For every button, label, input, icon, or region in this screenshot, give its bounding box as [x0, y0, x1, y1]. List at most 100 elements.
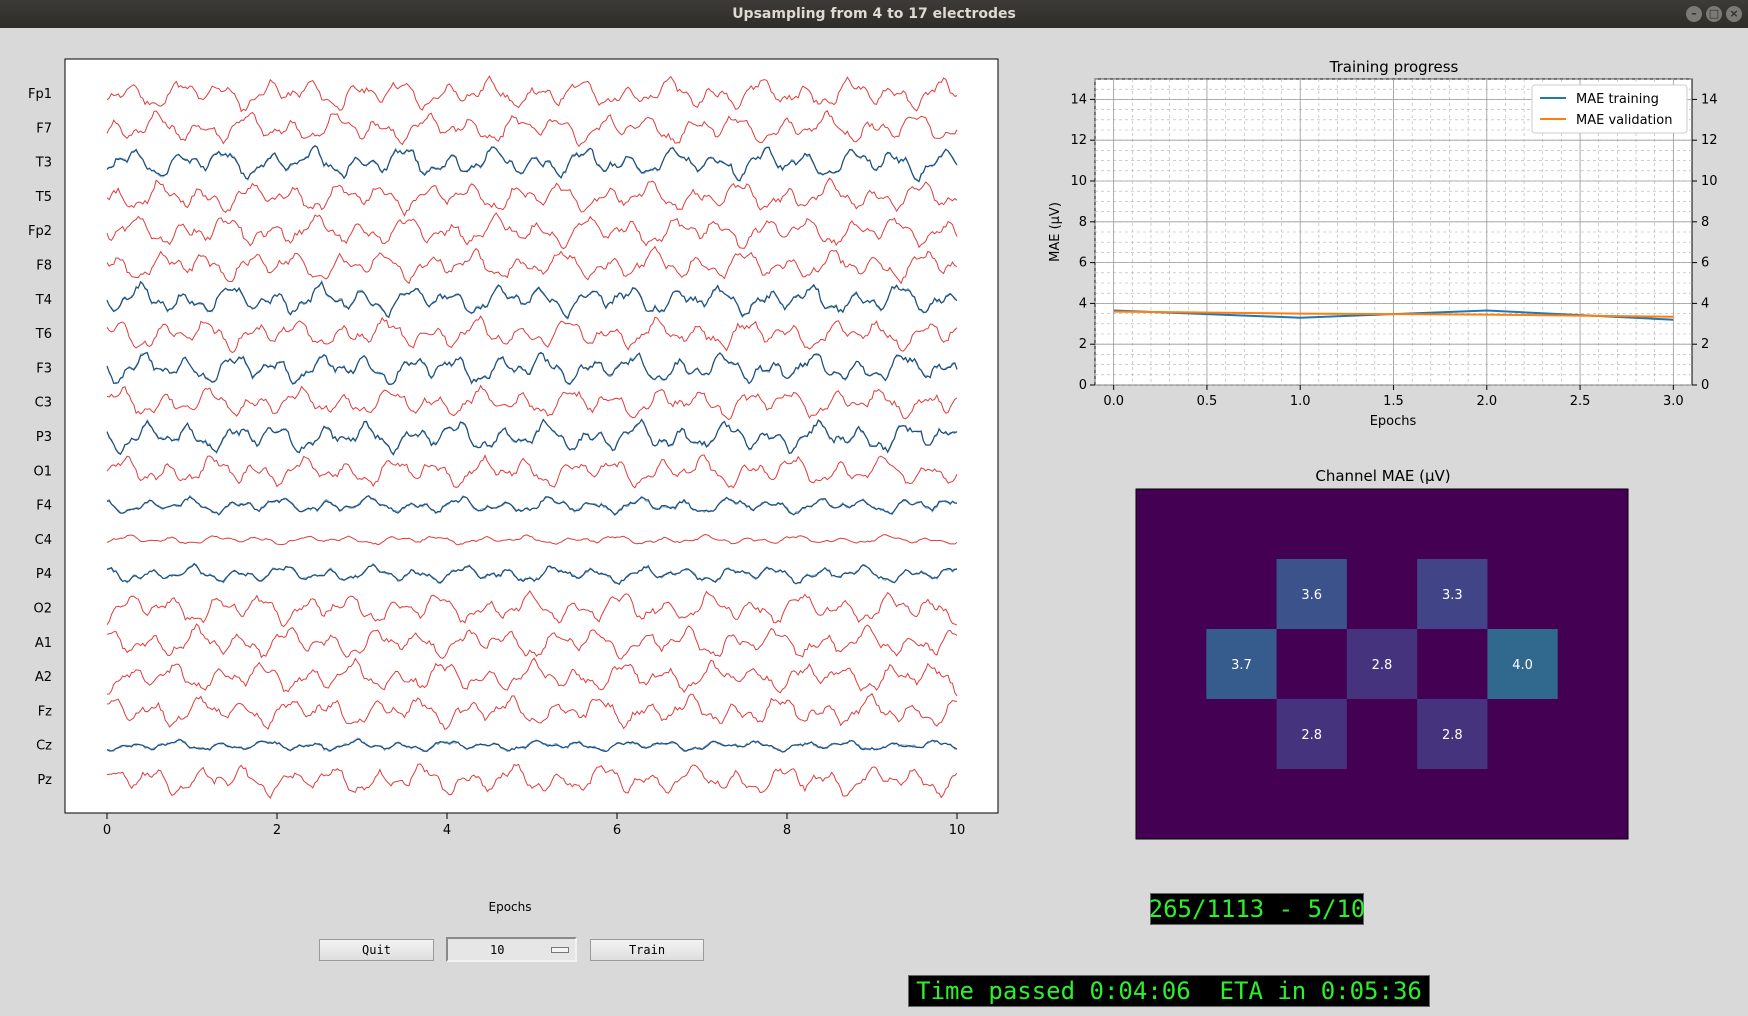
trace-predicted-f7 [106, 110, 958, 148]
trace-predicted-o2 [106, 590, 958, 628]
channel-label-a1: A1 [35, 636, 52, 651]
channel-label-pz: Pz [37, 773, 52, 788]
close-icon[interactable]: × [1726, 6, 1742, 22]
heatmap-cell-value: 3.3 [1442, 588, 1463, 603]
trace-predicted-t6 [106, 315, 958, 354]
x-tick-label: 0 [103, 823, 111, 838]
channel-label-p4: P4 [36, 567, 52, 582]
quit-button[interactable]: Quit [319, 939, 434, 961]
window-titlebar: Upsampling from 4 to 17 electrodes – □ × [0, 0, 1748, 28]
y-tick-label-right: 12 [1701, 133, 1718, 148]
trace-predicted-fp2 [106, 212, 958, 250]
heatmap-cell-value: 3.6 [1301, 588, 1322, 603]
y-tick-label: 0 [1079, 378, 1087, 393]
epochs-label: Epochs [488, 900, 532, 914]
heatmap-cell [1276, 559, 1347, 629]
trace-predicted-o1 [106, 454, 958, 489]
x-tick-label: 2.5 [1570, 394, 1591, 409]
train-button[interactable]: Train [590, 939, 704, 961]
epochs-select-value: 10 [490, 942, 505, 957]
heatmap-cell-value: 2.8 [1301, 728, 1322, 743]
trace-predicted-fz [106, 692, 958, 731]
time-readout: Time passed 0:04:06 ETA in 0:05:36 [908, 975, 1430, 1007]
x-tick-label: 0.5 [1197, 394, 1218, 409]
channel-label-fp1: Fp1 [28, 87, 52, 102]
trace-predicted-a2 [106, 657, 958, 697]
x-tick-label: 1.5 [1383, 394, 1404, 409]
channel-label-fz: Fz [38, 704, 52, 719]
channel-label-o2: O2 [33, 602, 52, 617]
heatmap-cell [1417, 699, 1488, 769]
y-tick-label-right: 8 [1701, 215, 1709, 230]
trace-input-f4 [106, 494, 958, 516]
heatmap-cell [1417, 559, 1488, 629]
heatmap-cell [1276, 699, 1347, 769]
y-tick-label: 12 [1070, 133, 1087, 148]
eeg-signal-chart: Fp1 F7 T3 T5 Fp2 F8 T4 T6 F3 C3 P3 O1 F4 C4 P4 O2 A1 A2 Fz… [28, 58, 999, 838]
trace-predicted-pz [106, 763, 958, 800]
trace-predicted-f8 [106, 245, 958, 285]
y-tick-label-right: 0 [1701, 378, 1709, 393]
y-axis-label: MAE (µV) [1048, 202, 1063, 262]
heatmap-cell [1487, 629, 1558, 699]
channel-label-t4: T4 [35, 293, 52, 308]
trace-input-cz [106, 738, 958, 753]
y-tick-label: 8 [1079, 215, 1087, 230]
x-tick-label: 4 [443, 823, 451, 838]
channel-label-t3: T3 [35, 156, 52, 171]
legend-entry-validation: MAE validation [1576, 113, 1672, 128]
maximize-icon[interactable]: □ [1706, 6, 1722, 22]
heatmap-cell [1346, 629, 1418, 699]
trace-input-p3 [106, 418, 957, 456]
chart-title: Training progress [1329, 58, 1459, 76]
heatmap-cell-value: 3.7 [1231, 658, 1252, 673]
heatmap-cell-value: 2.8 [1372, 658, 1393, 673]
trace-input-t3 [106, 144, 958, 183]
channel-label-cz: Cz [36, 739, 52, 754]
channel-label-c3: C3 [35, 396, 52, 411]
x-tick-label: 3.0 [1663, 394, 1684, 409]
window-title: Upsampling from 4 to 17 electrodes [732, 6, 1016, 22]
channel-label-t5: T5 [35, 190, 52, 205]
x-axis-label: Epochs [1370, 414, 1417, 429]
y-tick-label: 4 [1079, 296, 1087, 311]
trace-input-p4 [106, 563, 958, 585]
channel-label-a2: A2 [35, 670, 52, 685]
channel-label-f4: F4 [36, 499, 52, 514]
heatmap-cell [1206, 629, 1277, 699]
x-tick-label: 6 [613, 823, 621, 838]
x-tick-label: 2 [273, 823, 281, 838]
x-tick-label: 10 [949, 823, 966, 838]
channel-label-fp2: Fp2 [28, 224, 52, 239]
epochs-select[interactable]: 10 [446, 937, 577, 962]
minimize-icon[interactable]: – [1686, 6, 1702, 22]
heatmap-cell-value: 4.0 [1512, 658, 1533, 673]
heatmap-cell-value: 2.8 [1442, 728, 1463, 743]
y-tick-label-right: 2 [1701, 337, 1709, 352]
dropdown-icon[interactable] [551, 947, 569, 953]
channel-label-f7: F7 [36, 121, 52, 136]
trace-reference-cz [106, 737, 958, 753]
channel-label-o1: O1 [33, 464, 52, 479]
channel-label-c4: C4 [35, 533, 52, 548]
channel-label-t6: T6 [35, 327, 52, 342]
y-tick-label: 10 [1070, 174, 1087, 189]
trace-predicted-c3 [106, 384, 958, 421]
trace-predicted-a1 [106, 623, 958, 660]
trace-predicted-t5 [106, 177, 958, 217]
y-tick-label-right: 14 [1701, 92, 1718, 107]
trace-predicted-c4 [106, 534, 958, 546]
trace-predicted-fp1 [106, 75, 958, 113]
eeg-plot-area [64, 58, 999, 814]
trace-input-t4 [106, 280, 958, 320]
y-tick-label: 6 [1079, 256, 1087, 271]
trace-input-f3 [106, 351, 958, 386]
y-tick-label-right: 10 [1701, 174, 1718, 189]
channel-label-f8: F8 [36, 259, 52, 274]
chart-title: Channel MAE (µV) [1315, 467, 1450, 485]
channel-label-f3: F3 [36, 361, 52, 376]
progress-readout: 265/1113 - 5/10 [1148, 893, 1366, 925]
y-tick-label: 14 [1070, 92, 1087, 107]
legend-entry-training: MAE training [1576, 92, 1659, 107]
chart-legend: MAE training MAE validation [1531, 84, 1688, 134]
